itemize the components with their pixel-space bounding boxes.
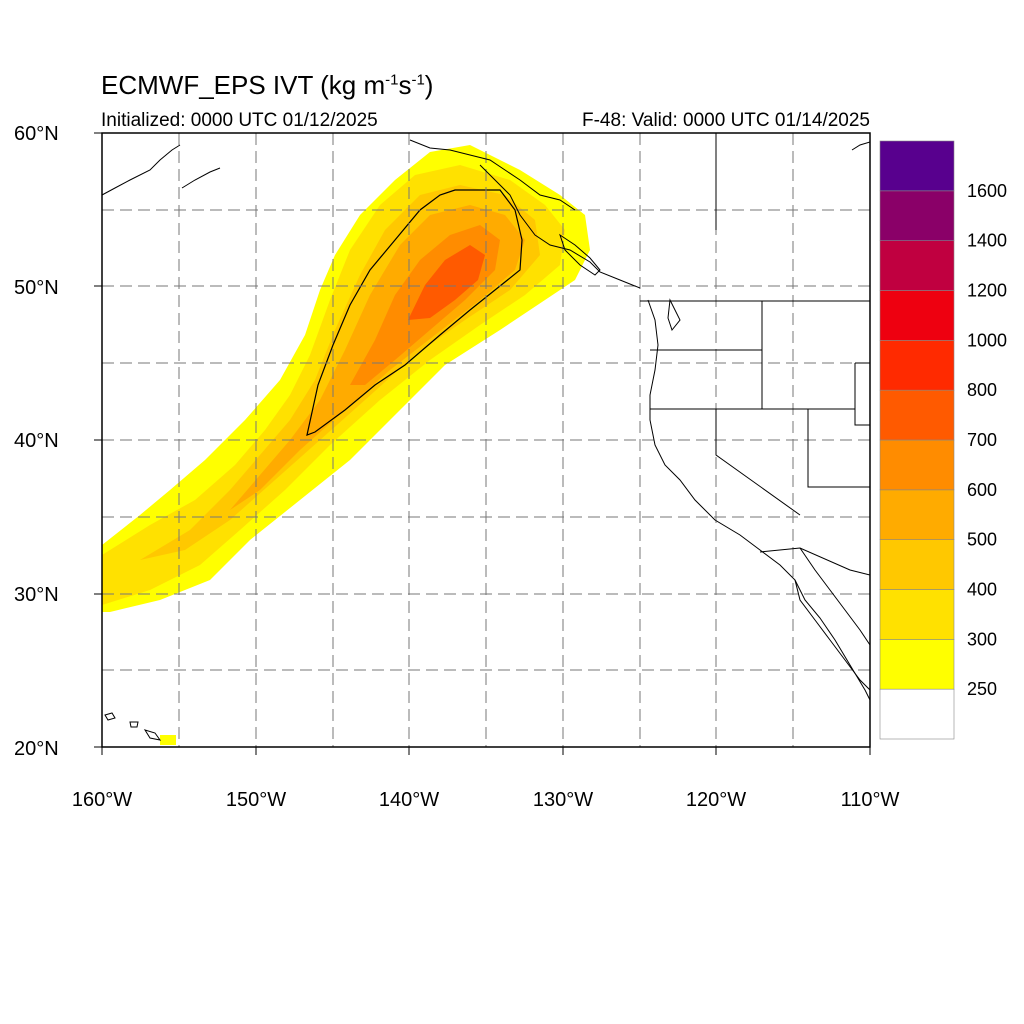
colorbar-label: 700: [967, 430, 997, 450]
init-time-label: Initialized: 0000 UTC 01/12/2025: [101, 110, 378, 131]
colorbar-label: 250: [967, 679, 997, 699]
lon-label-150w: 150°W: [226, 789, 286, 811]
coastlines: [102, 139, 870, 741]
ivt-band-hawaii: [160, 735, 176, 745]
us-mexico-border: [759, 547, 870, 576]
northeast-coast: [851, 141, 870, 151]
lat-label-50: 50°N: [14, 277, 59, 299]
lat-label-40: 40°N: [14, 430, 59, 452]
lat-label-20: 20°N: [14, 738, 59, 760]
ivt-shading: [102, 145, 590, 745]
lon-label-120w: 120°W: [686, 789, 746, 811]
lat-label-60: 60°N: [14, 123, 59, 145]
puget-sound: [667, 298, 681, 332]
colorbar-swatch: [879, 340, 955, 391]
kodiak-coast: [181, 167, 221, 189]
vancouver-island: [559, 233, 601, 276]
lon-label-110w: 110°W: [841, 789, 900, 811]
axis-ticks: [94, 132, 871, 755]
nevada-utah-border: [807, 409, 870, 488]
colorbar-swatch: [879, 140, 955, 192]
political-borders: [640, 133, 870, 576]
colorbar-swatch: [879, 190, 955, 241]
gulf-california-coast: [799, 547, 870, 646]
longitude-labels: 160°W 150°W 140°W 130°W 120°W 110°W: [72, 789, 900, 811]
map-gridlines: [102, 133, 870, 747]
colorbar-swatch: [879, 439, 955, 491]
colorbar-label: 1600: [967, 181, 1007, 201]
colorbar-swatch: [879, 240, 955, 291]
colorbar-swatch: [879, 639, 955, 690]
ivt-contour: [306, 189, 523, 436]
latitude-labels: 60°N 50°N 40°N 30°N 20°N: [14, 123, 59, 760]
us-west-coast: [647, 299, 870, 691]
ivt-band-700: [408, 245, 485, 320]
lon-label-160w: 160°W: [72, 789, 132, 811]
colorbar-label: 600: [967, 480, 997, 500]
lon-label-140w: 140°W: [379, 789, 439, 811]
wyoming-border: [854, 362, 870, 426]
colorbar: 250 300 400 500 600 700 800 1000 1200 1400 1600: [879, 140, 1007, 740]
hawaii-islands: [104, 712, 162, 741]
lon-label-130w: 130°W: [533, 789, 593, 811]
colorbar-label: 400: [967, 580, 997, 600]
colorbar-swatch: [879, 589, 955, 640]
bc-coast: [479, 164, 641, 289]
colorbar-swatch: [879, 290, 955, 341]
colorbar-label: 1200: [967, 281, 1007, 301]
colorbar-label: 1000: [967, 330, 1007, 350]
california-nevada-border: [715, 409, 801, 516]
gulf-of-alaska-coast: [409, 139, 576, 211]
colorbar-swatch: [879, 688, 955, 740]
map-title: ECMWF_EPS IVT (kg m-1s-1): [101, 70, 434, 100]
colorbar-label: 300: [967, 629, 997, 649]
colorbar-label: 800: [967, 380, 997, 400]
alaska-peninsula-coast: [102, 144, 181, 196]
baja-coast: [794, 579, 870, 701]
colorbar-swatch: [879, 539, 955, 590]
lat-label-30: 30°N: [14, 584, 59, 606]
valid-time-label: F-48: Valid: 0000 UTC 01/14/2025: [582, 110, 870, 131]
colorbar-label: 1400: [967, 231, 1007, 251]
colorbar-swatch: [879, 489, 955, 540]
colorbar-swatch: [879, 389, 955, 441]
colorbar-label: 500: [967, 530, 997, 550]
